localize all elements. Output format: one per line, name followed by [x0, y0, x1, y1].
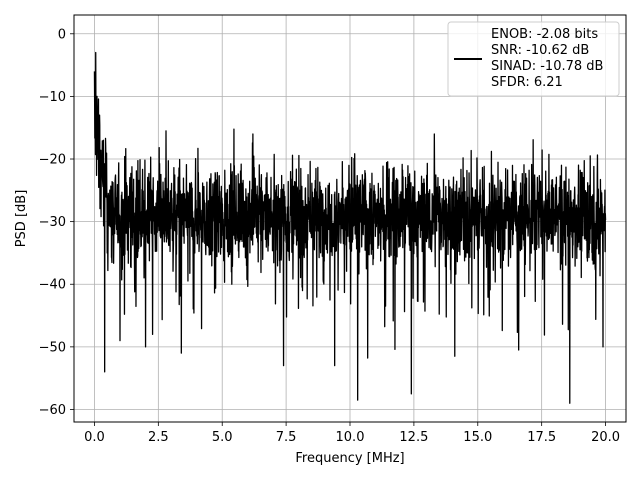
x-axis-label: Frequency [MHz] — [295, 451, 404, 466]
x-tick-label: 7.5 — [276, 430, 297, 445]
x-axis-ticks: 0.0 2.5 5.0 7.5 10.0 12.5 15.0 17.5 20.0 — [84, 422, 620, 445]
psd-series-line — [93, 51, 607, 404]
x-tick-label: 17.5 — [527, 430, 556, 445]
y-tick-label: 0 — [58, 27, 66, 42]
x-tick-label: 10.0 — [336, 430, 365, 445]
y-tick-label: −30 — [39, 215, 66, 230]
y-tick-label: −40 — [39, 278, 66, 293]
y-tick-label: −60 — [39, 403, 66, 418]
y-tick-label: −50 — [39, 340, 66, 355]
legend: ENOB: -2.08 bits SNR: -10.62 dB SINAD: -… — [447, 21, 620, 97]
x-tick-label: 15.0 — [463, 430, 492, 445]
legend-sinad-text: SINAD: -10.78 dB — [491, 59, 603, 74]
x-tick-label: 2.5 — [148, 430, 169, 445]
plot-area — [93, 51, 607, 404]
x-tick-label: 5.0 — [212, 430, 233, 445]
legend-enob-text: ENOB: -2.08 bits — [491, 27, 598, 42]
x-tick-label: 20.0 — [591, 430, 620, 445]
legend-box — [447, 21, 620, 97]
y-axis-label: PSD [dB] — [14, 190, 29, 248]
y-axis-ticks: 0 −10 −20 −30 −40 −50 −60 — [39, 27, 74, 418]
y-tick-label: −10 — [39, 90, 66, 105]
legend-sfdr-text: SFDR: 6.21 — [491, 75, 563, 90]
legend-snr-text: SNR: -10.62 dB — [491, 43, 589, 58]
x-tick-label: 0.0 — [84, 430, 105, 445]
x-tick-label: 12.5 — [399, 430, 428, 445]
y-tick-label: −20 — [39, 153, 66, 168]
